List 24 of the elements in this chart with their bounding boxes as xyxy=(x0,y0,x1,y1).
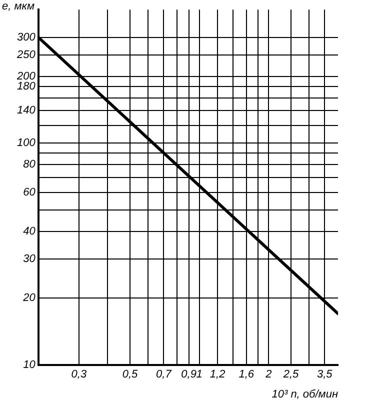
y-tick-label: 100 xyxy=(16,137,36,150)
y-tick-label: 60 xyxy=(23,186,36,198)
x-tick-label: 0,5 xyxy=(122,368,139,380)
x-tick-label: 0,9 xyxy=(181,368,196,380)
y-tick-label: 80 xyxy=(23,158,36,171)
x-tick-label: 1 xyxy=(196,368,202,380)
y-tick-label: 10 xyxy=(23,358,36,371)
x-tick-label: 2,5 xyxy=(282,368,300,380)
y-tick-label: 140 xyxy=(16,104,36,117)
x-tick-label: 3,5 xyxy=(316,368,334,380)
y-tick-label: 250 xyxy=(16,48,36,61)
y-tick-label: 30 xyxy=(23,253,36,266)
x-tick-label: 2 xyxy=(264,368,272,380)
y-tick-label: 180 xyxy=(16,80,36,93)
x-tick-label: 0,3 xyxy=(71,368,88,380)
x-axis-title: 10³ n, об/мин xyxy=(272,388,338,400)
y-tick-label: 40 xyxy=(23,225,36,238)
y-tick-label: 20 xyxy=(22,292,36,304)
y-tick-label: 300 xyxy=(16,31,36,44)
x-tick-label: 1,2 xyxy=(210,368,226,380)
y-axis-title: e, мкм xyxy=(2,0,35,13)
x-tick-label: 0,7 xyxy=(156,368,172,380)
x-tick-label: 1,6 xyxy=(238,368,255,380)
y-tick-label: 200 xyxy=(16,70,36,82)
